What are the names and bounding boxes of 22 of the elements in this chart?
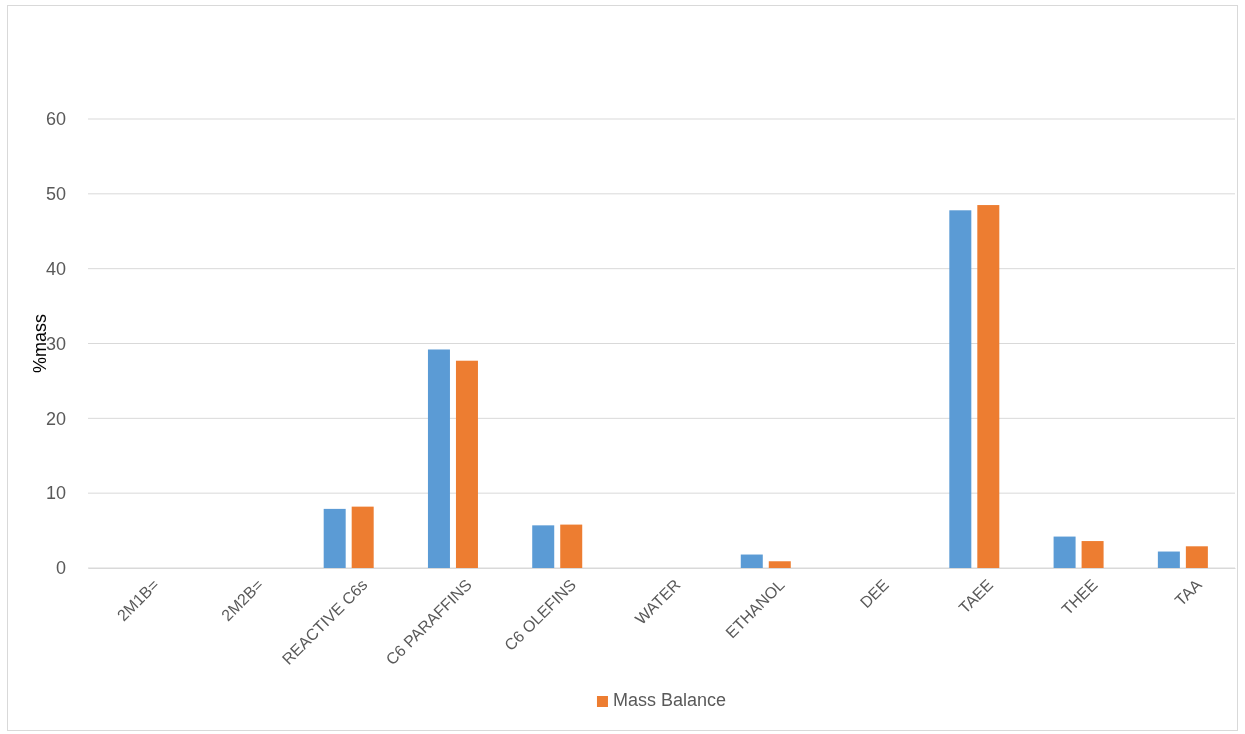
- bar: [532, 525, 555, 568]
- bar: [560, 524, 583, 568]
- bar: [740, 554, 763, 568]
- bar: [323, 508, 346, 568]
- y-tick-label: 60: [45, 109, 66, 130]
- bar: [427, 349, 450, 568]
- y-tick-label: 50: [45, 184, 66, 205]
- bar: [977, 205, 1000, 568]
- bar: [351, 506, 374, 568]
- bar: [949, 210, 972, 568]
- y-tick-label: 10: [45, 483, 66, 504]
- y-tick-label: 40: [45, 258, 66, 279]
- x-tick-label: TAA: [1171, 575, 1206, 610]
- bar: [1081, 541, 1104, 568]
- bar: [1185, 546, 1208, 568]
- y-tick-label: 0: [55, 558, 66, 579]
- bar: [1053, 536, 1076, 568]
- bar: [1157, 551, 1180, 568]
- legend-label: Mass Balance: [612, 690, 727, 710]
- y-tick-label: 20: [45, 408, 66, 429]
- bar: [768, 561, 791, 568]
- bar: [455, 360, 478, 568]
